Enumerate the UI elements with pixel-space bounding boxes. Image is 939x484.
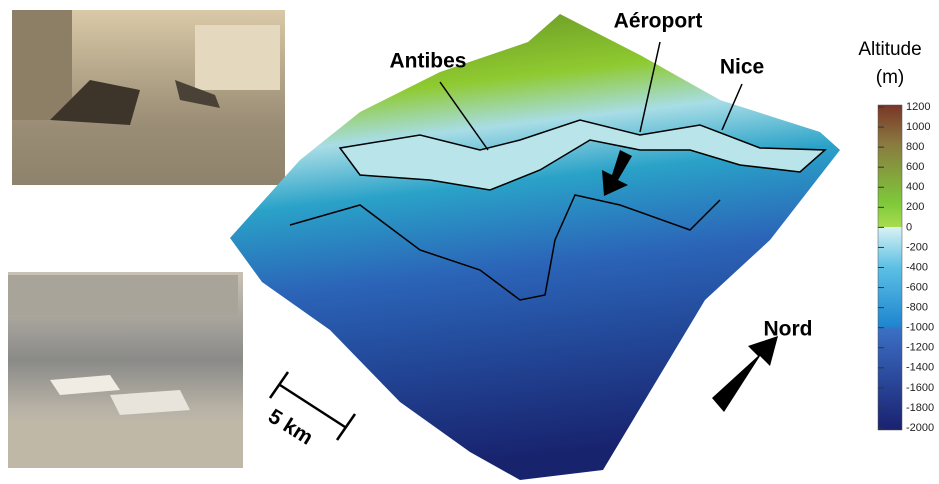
place-label: Aéroport (614, 10, 703, 33)
north-label: Nord (764, 318, 813, 341)
colorbar-tick-label: -1200 (906, 342, 934, 354)
place-label: Nice (720, 56, 764, 79)
colorbar-tick-label: -1000 (906, 322, 934, 334)
photo-harbour (8, 272, 243, 468)
colorbar-tick-label: -1800 (906, 402, 934, 414)
colorbar-tick-label: 1000 (906, 121, 930, 133)
colorbar-tick-label: 600 (906, 161, 924, 173)
colorbar-tick-label: 1200 (906, 101, 930, 113)
scale-label: 5 km (264, 405, 317, 450)
place-label: Antibes (389, 50, 466, 73)
colorbar-tick-label: -200 (906, 241, 928, 253)
terrain-model (230, 14, 840, 480)
colorbar-tick-label: 800 (906, 141, 924, 153)
colorbar-tick-label: 400 (906, 181, 924, 193)
colorbar-tick-label: -800 (906, 302, 928, 314)
legend-title: Altitude (858, 39, 921, 60)
colorbar-tick-label: -1600 (906, 382, 934, 394)
colorbar-tick-label: -1400 (906, 362, 934, 374)
photo-flood-street (12, 10, 285, 185)
colorbar-tick-label: 200 (906, 201, 924, 213)
colorbar-tick-label: -600 (906, 281, 928, 293)
colorbar-tick-label: -2000 (906, 422, 934, 434)
colorbar-tick-label: 0 (906, 221, 912, 233)
legend-title: (m) (876, 67, 904, 88)
colorbar-tick-label: -400 (906, 261, 928, 273)
